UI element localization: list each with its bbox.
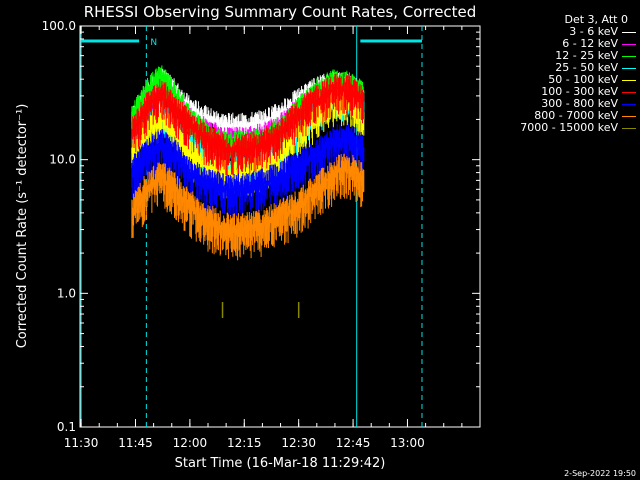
legend-swatch [622, 55, 636, 57]
x-tick-label: 12:30 [281, 436, 316, 450]
x-tick-label: 13:00 [390, 436, 425, 450]
series-7 [131, 153, 365, 261]
y-tick-label: 10.0 [49, 153, 76, 167]
legend-label: 6 - 12 keV [562, 37, 618, 50]
y-tick-label: 0.1 [57, 420, 76, 434]
legend-label: 800 - 7000 keV [534, 109, 618, 122]
series-layer [131, 65, 365, 319]
legend-entry: 7000 - 15000 keV [490, 122, 636, 134]
y-axis-label: Corrected Count Rate (s⁻¹ detector⁻¹) [15, 104, 30, 349]
x-tick-label: 11:45 [118, 436, 153, 450]
plot-frame [79, 25, 481, 428]
legend-entry: 300 - 800 keV [490, 98, 636, 110]
y-tick-label: 1.0 [57, 286, 76, 300]
legend-swatch [622, 43, 636, 45]
legend-swatch [622, 31, 636, 33]
legend-rows: 3 - 6 keV 6 - 12 keV 12 - 25 keV 25 - 50 ke… [490, 26, 636, 134]
y-tick-label: 100.0 [42, 19, 76, 33]
legend-entry: 100 - 300 keV [490, 86, 636, 98]
legend-label: 300 - 800 keV [541, 97, 618, 110]
x-tick-label: 12:00 [173, 436, 208, 450]
legend-swatch [622, 103, 636, 105]
legend-label: 100 - 300 keV [541, 85, 618, 98]
series-5 [131, 73, 365, 177]
legend-label: 50 - 100 keV [548, 73, 618, 86]
legend-label: 7000 - 15000 keV [520, 121, 618, 134]
legend-label: 3 - 6 keV [569, 25, 618, 38]
legend: Det 3, Att 0 3 - 6 keV 6 - 12 keV 12 - 25 … [490, 14, 636, 134]
legend-swatch [622, 91, 636, 93]
axes-layer: 0.1 1.0 10.0 100.0 11:30 11:45 12:00 12:15 12:30… [42, 19, 481, 450]
legend-label: 25 - 50 keV [555, 61, 618, 74]
chart-title: RHESSI Observing Summary Count Rates, Co… [84, 3, 477, 21]
x-tick-label: 12:15 [227, 436, 262, 450]
legend-swatch [622, 115, 636, 117]
generation-timestamp: 2-Sep-2022 19:50 [564, 469, 636, 478]
x-axis-label: Start Time (16-Mar-18 11:29:42) [175, 456, 386, 471]
legend-entry: 50 - 100 keV [490, 74, 636, 86]
x-tick-label: 12:45 [336, 436, 371, 450]
legend-swatch [622, 127, 636, 129]
legend-entry: 25 - 50 keV [490, 62, 636, 74]
legend-entry: 12 - 25 keV [490, 50, 636, 62]
legend-swatch [622, 79, 636, 81]
x-tick-label: 11:30 [64, 436, 99, 450]
n-flag-label: N [150, 38, 157, 48]
legend-entry: 3 - 6 keV [490, 26, 636, 38]
legend-label: 12 - 25 keV [555, 49, 618, 62]
legend-entry: 800 - 7000 keV [490, 110, 636, 122]
legend-swatch [622, 67, 636, 69]
legend-entry: 6 - 12 keV [490, 38, 636, 50]
legend-header: Det 3, Att 0 [564, 13, 629, 26]
